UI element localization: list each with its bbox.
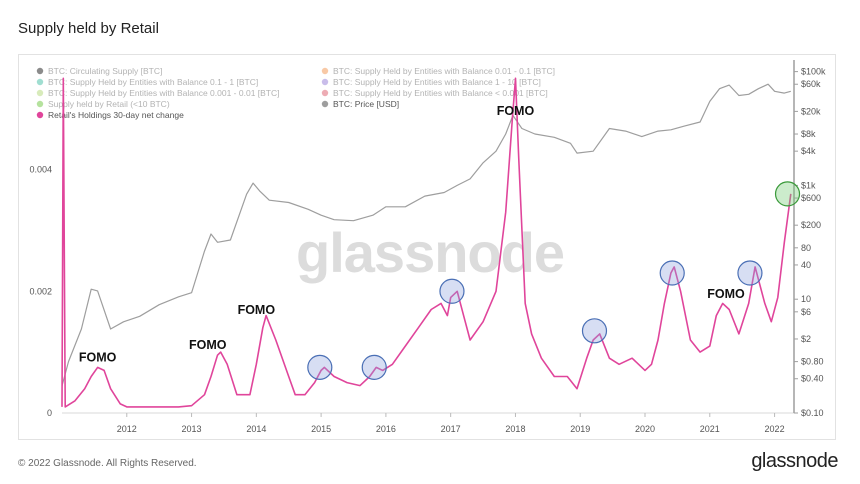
page-title: Supply held by Retail [18,20,159,37]
x-tick-label: 2021 [700,424,720,434]
legend-label: BTC: Price [USD] [333,99,399,109]
y-right-tick-label: $0.40 [801,374,824,384]
chart-frame [18,54,836,440]
y-right-tick-label: $600 [801,193,821,203]
fomo-annotation: FOMO [497,104,535,118]
y-right-tick-label: $1k [801,180,816,190]
y-left-tick-label: 0.002 [29,286,52,296]
x-tick-label: 2012 [117,424,137,434]
legend-label: BTC: Supply Held by Entities with Balanc… [48,88,280,98]
x-tick-label: 2018 [505,424,525,434]
legend-item: BTC: Supply Held by Entities with Balanc… [321,88,548,98]
x-tick-label: 2015 [311,424,331,434]
y-right-tick-label: $60k [801,79,821,89]
x-tick-label: 2020 [635,424,655,434]
legend-swatch [36,100,44,108]
legend-swatch [321,100,329,108]
legend-item: Retail's Holdings 30-day net change [36,110,184,120]
legend-item: BTC: Supply Held by Entities with Balanc… [321,77,541,87]
y-right-tick-label: $100k [801,67,826,77]
y-left-tick-label: 0 [47,408,52,418]
legend-item: BTC: Circulating Supply [BTC] [36,66,162,76]
y-right-tick-label: $6 [801,307,811,317]
legend-label: BTC: Circulating Supply [BTC] [48,66,162,76]
y-right-tick-label: 40 [801,260,811,270]
fomo-annotation: FOMO [79,350,117,364]
legend-swatch [36,78,44,86]
legend-item: BTC: Supply Held by Entities with Balanc… [321,66,555,76]
legend-label: Supply held by Retail (<10 BTC) [48,99,170,109]
y-right-tick-label: $0.80 [801,357,824,367]
copyright-text: © 2022 Glassnode. All Rights Reserved. [18,458,197,469]
watermark-text: glassnode [296,221,564,284]
legend-label: BTC: Supply Held by Entities with Balanc… [333,77,541,87]
legend-label: Retail's Holdings 30-day net change [48,110,184,120]
legend-item: Supply held by Retail (<10 BTC) [36,99,170,109]
legend-label: BTC: Supply Held by Entities with Balanc… [333,88,548,98]
highlight-circle [581,318,608,344]
legend-item: BTC: Supply Held by Entities with Balanc… [36,88,280,98]
legend-label: BTC: Supply Held by Entities with Balanc… [48,77,258,87]
y-right-tick-label: $20k [801,106,821,116]
legend-swatch [36,89,44,97]
highlight-circle [737,260,763,286]
y-right-tick-label: $0.10 [801,408,824,418]
legend: BTC: Circulating Supply [BTC] BTC: Supply… [36,66,555,120]
y-right-tick-label: $4k [801,146,816,156]
y-right-tick-label: 80 [801,243,811,253]
x-tick-label: 2022 [765,424,785,434]
y-right-tick-label: $200 [801,220,821,230]
legend-item: BTC: Price [USD] [321,99,399,109]
x-tick-label: 2016 [376,424,396,434]
legend-swatch [321,67,329,75]
btc-price-line [61,83,791,387]
footer-logo: glassnode [751,450,838,472]
x-tick-label: 2019 [570,424,590,434]
y-right-tick-label: 10 [801,294,811,304]
fomo-annotation: FOMO [189,338,227,352]
legend-swatch [36,111,44,119]
fomo-annotation: FOMO [238,303,276,317]
highlight-circle [439,278,465,304]
x-tick-label: 2017 [441,424,461,434]
fomo-annotation: FOMO [707,287,745,301]
y-left-tick-label: 0.004 [29,165,52,175]
x-tick-label: 2013 [182,424,202,434]
legend-swatch [321,89,329,97]
highlight-circle [307,354,333,380]
legend-item: BTC: Supply Held by Entities with Balanc… [36,77,258,87]
x-tick-label: 2014 [246,424,266,434]
highlight-circle [361,354,387,380]
legend-swatch [36,67,44,75]
highlight-circle [659,260,685,286]
y-right-tick-label: $2 [801,334,811,344]
legend-label: BTC: Supply Held by Entities with Balanc… [333,66,555,76]
y-right-tick-label: $8k [801,129,816,139]
legend-swatch [321,78,329,86]
highlight-circle [774,181,801,207]
